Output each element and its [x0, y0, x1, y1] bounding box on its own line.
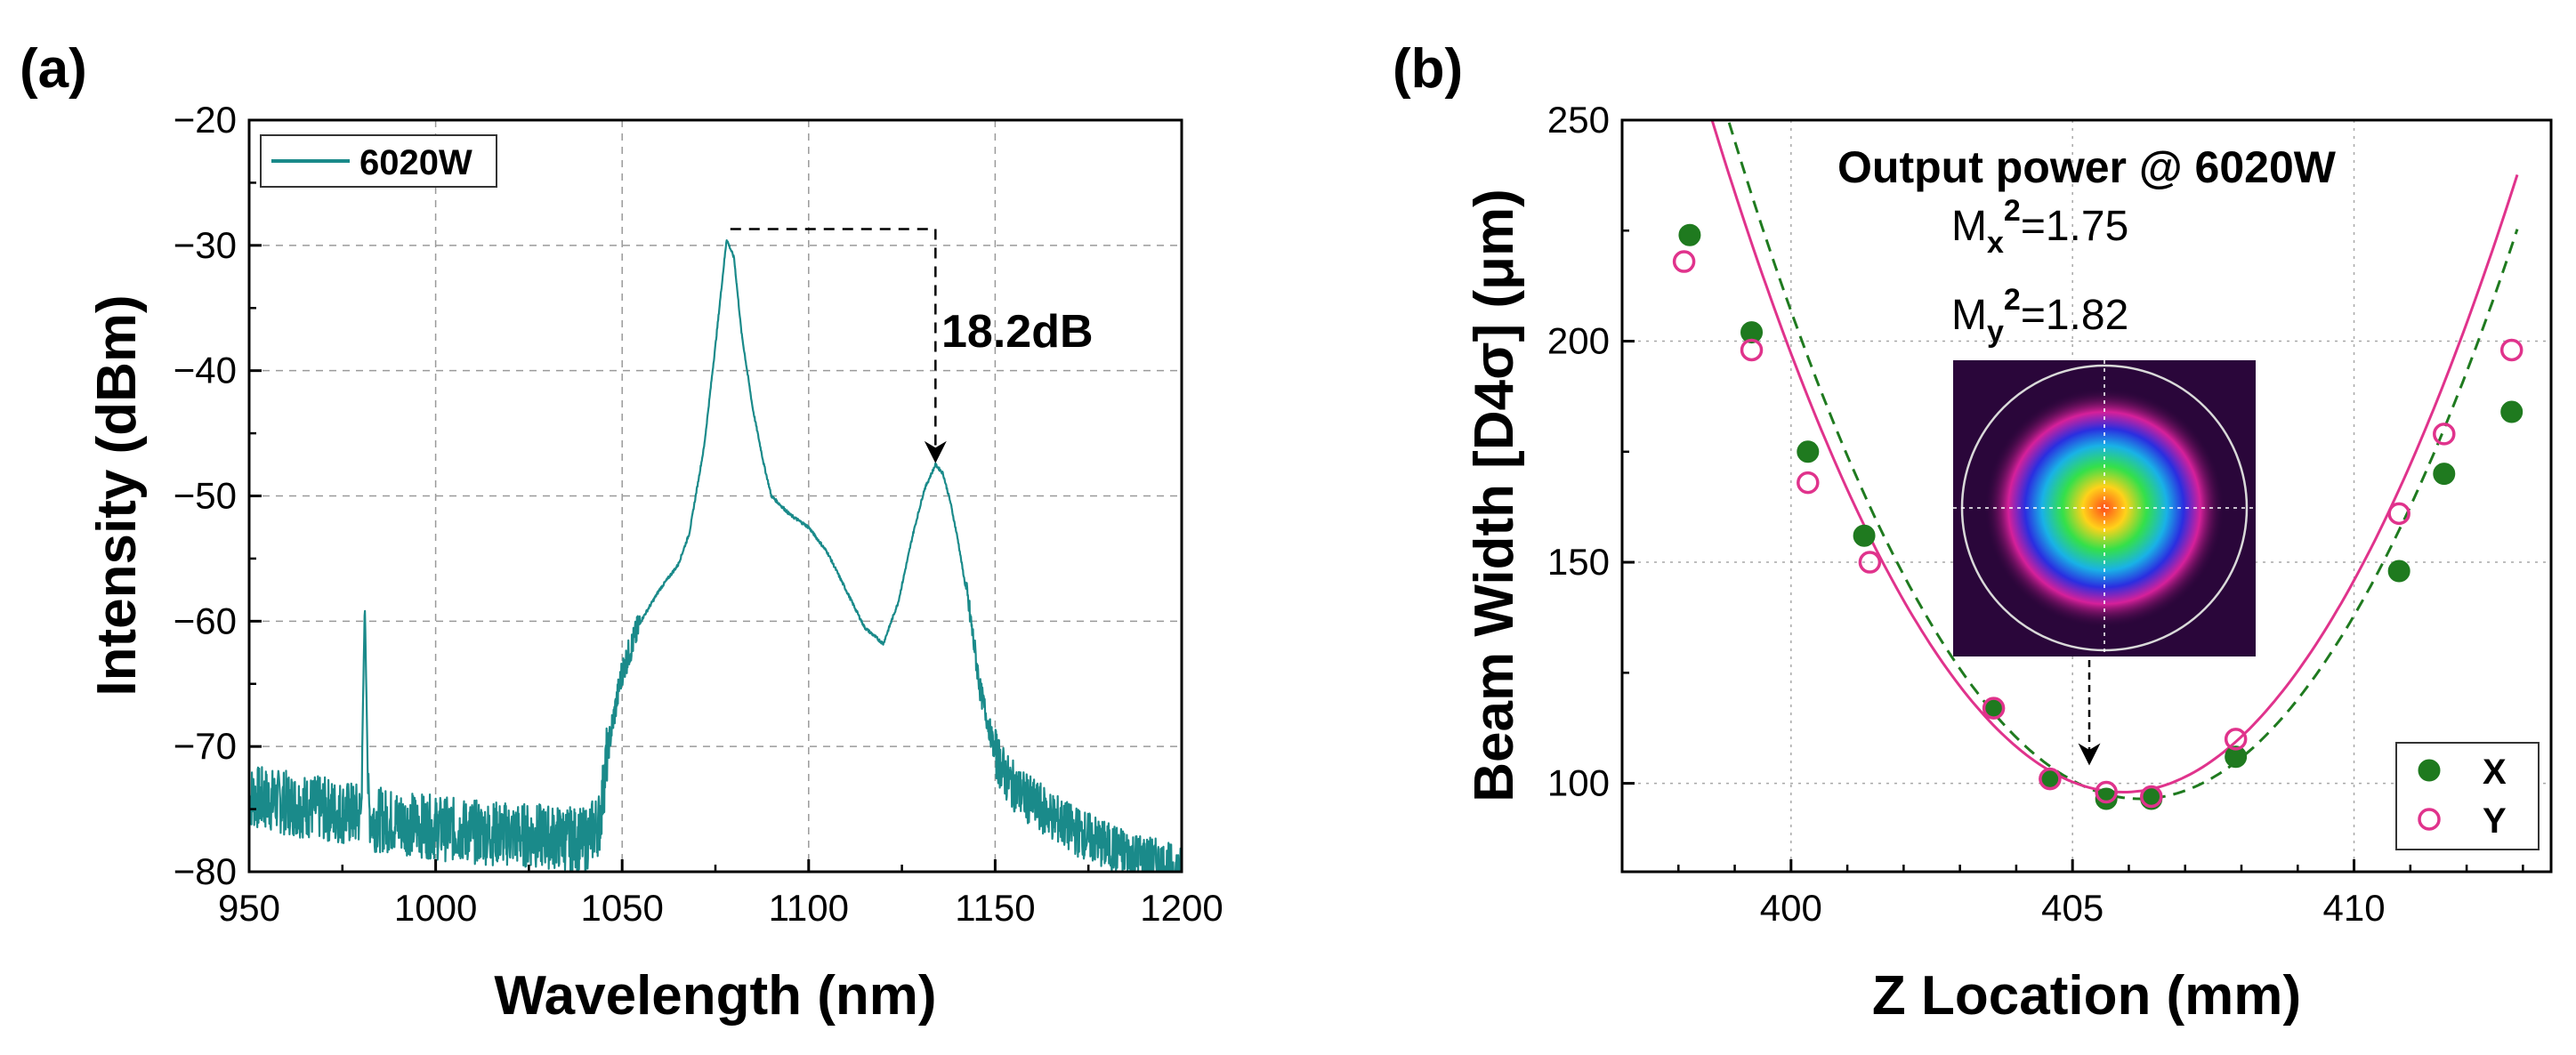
y-tick-label: −40 — [174, 350, 237, 391]
point-x — [2433, 463, 2456, 486]
y-tick-label: −60 — [174, 600, 237, 641]
x-tick-label: 400 — [1760, 887, 1822, 929]
panel-a-ticks: 950 1000 1050 1100 1150 1200 −80 −70 −60 −50 −40 −3… — [174, 99, 1223, 929]
my2-value: =1.82 — [2021, 292, 2128, 339]
legend-label-y: Y — [2483, 801, 2507, 841]
x-tick-label: 1050 — [580, 887, 663, 929]
beam-profile-inset — [1953, 360, 2256, 656]
point-y — [2140, 785, 2163, 809]
my2-prefix: M — [1951, 292, 1987, 339]
point-y — [2095, 780, 2118, 804]
point-x — [1797, 440, 1820, 463]
y-tick-label: 200 — [1547, 320, 1610, 362]
legend-marker-y — [2418, 808, 2441, 831]
x-tick-label: 1000 — [394, 887, 477, 929]
x-tick-label: 1100 — [769, 887, 849, 929]
point-x — [2225, 745, 2248, 769]
mx2-exponent: 2 — [2004, 194, 2021, 228]
point-y — [1982, 697, 2006, 720]
my2-annotation: My2=1.82 — [1951, 283, 2128, 349]
point-x — [1678, 223, 1701, 246]
y-tick-label: −80 — [174, 850, 237, 892]
legend-box-b — [2395, 742, 2540, 850]
legend-marker-x — [2418, 759, 2441, 782]
point-y — [2224, 728, 2248, 751]
x-tick-label: 1200 — [1140, 887, 1223, 929]
panel-b-x-axis-label: Z Location (mm) — [1872, 965, 2301, 1027]
spectrum-line-6020w — [249, 239, 1182, 872]
x-tick-label: 1150 — [955, 887, 1035, 929]
x-tick-label: 410 — [2323, 887, 2386, 929]
panel-b-legend: X Y — [2395, 742, 2540, 850]
panel-b-title: Output power @ 6020W — [1837, 142, 2337, 192]
panel-b: (b) 400 405 410 100 150 200 250 Output power @… — [1393, 38, 2553, 1027]
panel-b-frame — [1620, 118, 2553, 874]
point-x — [2500, 400, 2524, 423]
panel-b-y-axis-label: Beam Width [D4σ] (μm) — [1464, 189, 1525, 801]
panel-a: (a) 950 1000 1050 1100 1150 1200 −80 −70 −60 −50 −… — [20, 38, 1223, 1027]
x-tick-label: 405 — [2041, 887, 2104, 929]
panel-b-series — [1672, 120, 2524, 810]
my2-subscript: y — [1987, 315, 2004, 349]
panel-a-annotation: 18.2dB — [730, 228, 1094, 463]
panel-a-series — [249, 239, 1182, 872]
point-y — [2039, 767, 2062, 791]
y-tick-label: −50 — [174, 475, 237, 517]
point-x — [1853, 524, 1876, 547]
mx2-value: =1.75 — [2021, 203, 2128, 250]
point-y — [1672, 250, 1696, 273]
y-tick-label: 250 — [1547, 99, 1610, 141]
x-tick-label: 950 — [218, 887, 280, 929]
panel-a-grid — [249, 120, 1182, 872]
y-tick-label: 150 — [1547, 541, 1610, 583]
legend-label-6020w: 6020W — [359, 143, 472, 182]
legend-label-x: X — [2483, 753, 2507, 792]
panel-b-ticks: 400 405 410 100 150 200 250 — [1547, 99, 2524, 929]
point-y — [2499, 338, 2524, 362]
point-x — [1740, 321, 1764, 344]
panel-b-label: (b) — [1393, 38, 1463, 100]
my2-exponent: 2 — [2004, 283, 2021, 317]
mx2-subscript: x — [1987, 226, 2004, 260]
panel-a-x-axis-label: Wavelength (nm) — [494, 965, 936, 1027]
point-y — [1740, 338, 1764, 362]
point-y — [1797, 471, 1820, 495]
y-tick-label: −20 — [174, 99, 237, 141]
panel-a-label: (a) — [20, 38, 87, 100]
panel-a-y-axis-label: Intensity (dBm) — [86, 294, 148, 696]
y-tick-label: −30 — [174, 224, 237, 266]
point-x — [2095, 787, 2118, 810]
panel-a-legend: 6020W — [260, 134, 497, 188]
point-y — [1858, 551, 1882, 574]
point-y — [2387, 502, 2410, 526]
mx2-prefix: M — [1951, 203, 1987, 250]
annotation-18-2db: 18.2dB — [941, 306, 1094, 358]
point-y — [2433, 423, 2456, 446]
point-x — [2387, 560, 2410, 583]
mx2-annotation: Mx2=1.75 — [1951, 194, 2128, 260]
y-tick-label: −70 — [174, 725, 237, 767]
y-tick-label: 100 — [1547, 762, 1610, 804]
